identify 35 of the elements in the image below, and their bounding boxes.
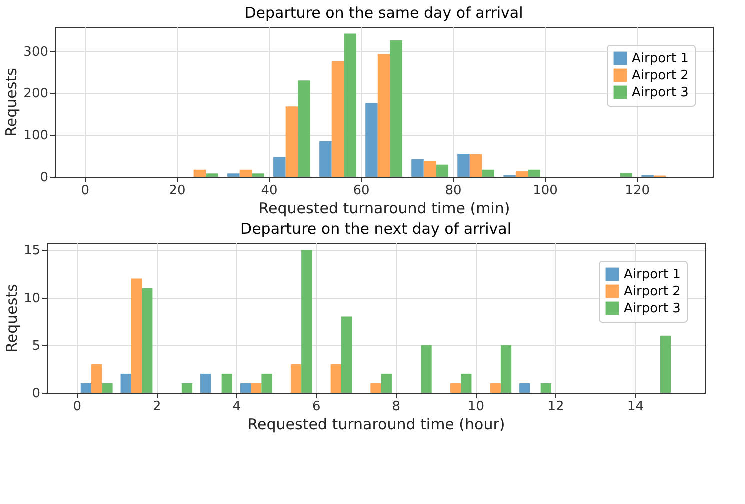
x-tick-label: 60 xyxy=(353,184,370,198)
y-tick-label: 5 xyxy=(32,338,40,354)
y-tick-label: 0 xyxy=(40,170,48,186)
x-tick-label: 14 xyxy=(627,400,644,414)
x-tick-label: 2 xyxy=(153,400,162,414)
y-axis-title: Requests xyxy=(2,68,21,137)
x-axis-title: Requested turnaround time (min) xyxy=(258,200,510,218)
legend-label: Airport 2 xyxy=(624,284,681,300)
x-tick-label: 0 xyxy=(73,400,82,414)
x-tick-label: 120 xyxy=(625,184,650,198)
x-tick-label: 100 xyxy=(533,184,558,198)
x-tick-label: 0 xyxy=(81,184,90,198)
y-tick-label: 15 xyxy=(24,244,40,259)
y-tick-label: 100 xyxy=(24,128,48,144)
legend-label: Airport 1 xyxy=(624,268,681,282)
y-tick-label: 0 xyxy=(32,386,40,402)
legend-label: Airport 2 xyxy=(632,68,689,84)
y-tick-label: 10 xyxy=(24,291,40,306)
x-tick-label: 40 xyxy=(261,184,278,198)
x-tick-label: 10 xyxy=(468,400,484,414)
x-axis-title: Requested turnaround time (hour) xyxy=(248,416,506,434)
legend-label: Airport 3 xyxy=(632,86,689,100)
chart-title: Departure on the next day of arrival xyxy=(240,220,512,238)
x-tick-label: 8 xyxy=(392,400,401,414)
y-tick-label: 200 xyxy=(24,86,48,102)
legend-label: Airport 1 xyxy=(632,52,689,66)
x-tick-label: 20 xyxy=(169,184,186,198)
legend-label: Airport 3 xyxy=(624,302,681,316)
x-tick-label: 12 xyxy=(548,400,564,414)
y-axis-title: Requests xyxy=(2,284,21,353)
x-tick-label: 4 xyxy=(232,400,242,414)
chart-title: Departure on the same day of arrival xyxy=(244,4,524,22)
x-tick-label: 80 xyxy=(445,184,462,198)
y-tick-label: 300 xyxy=(24,44,48,60)
x-tick-label: 6 xyxy=(312,400,321,414)
